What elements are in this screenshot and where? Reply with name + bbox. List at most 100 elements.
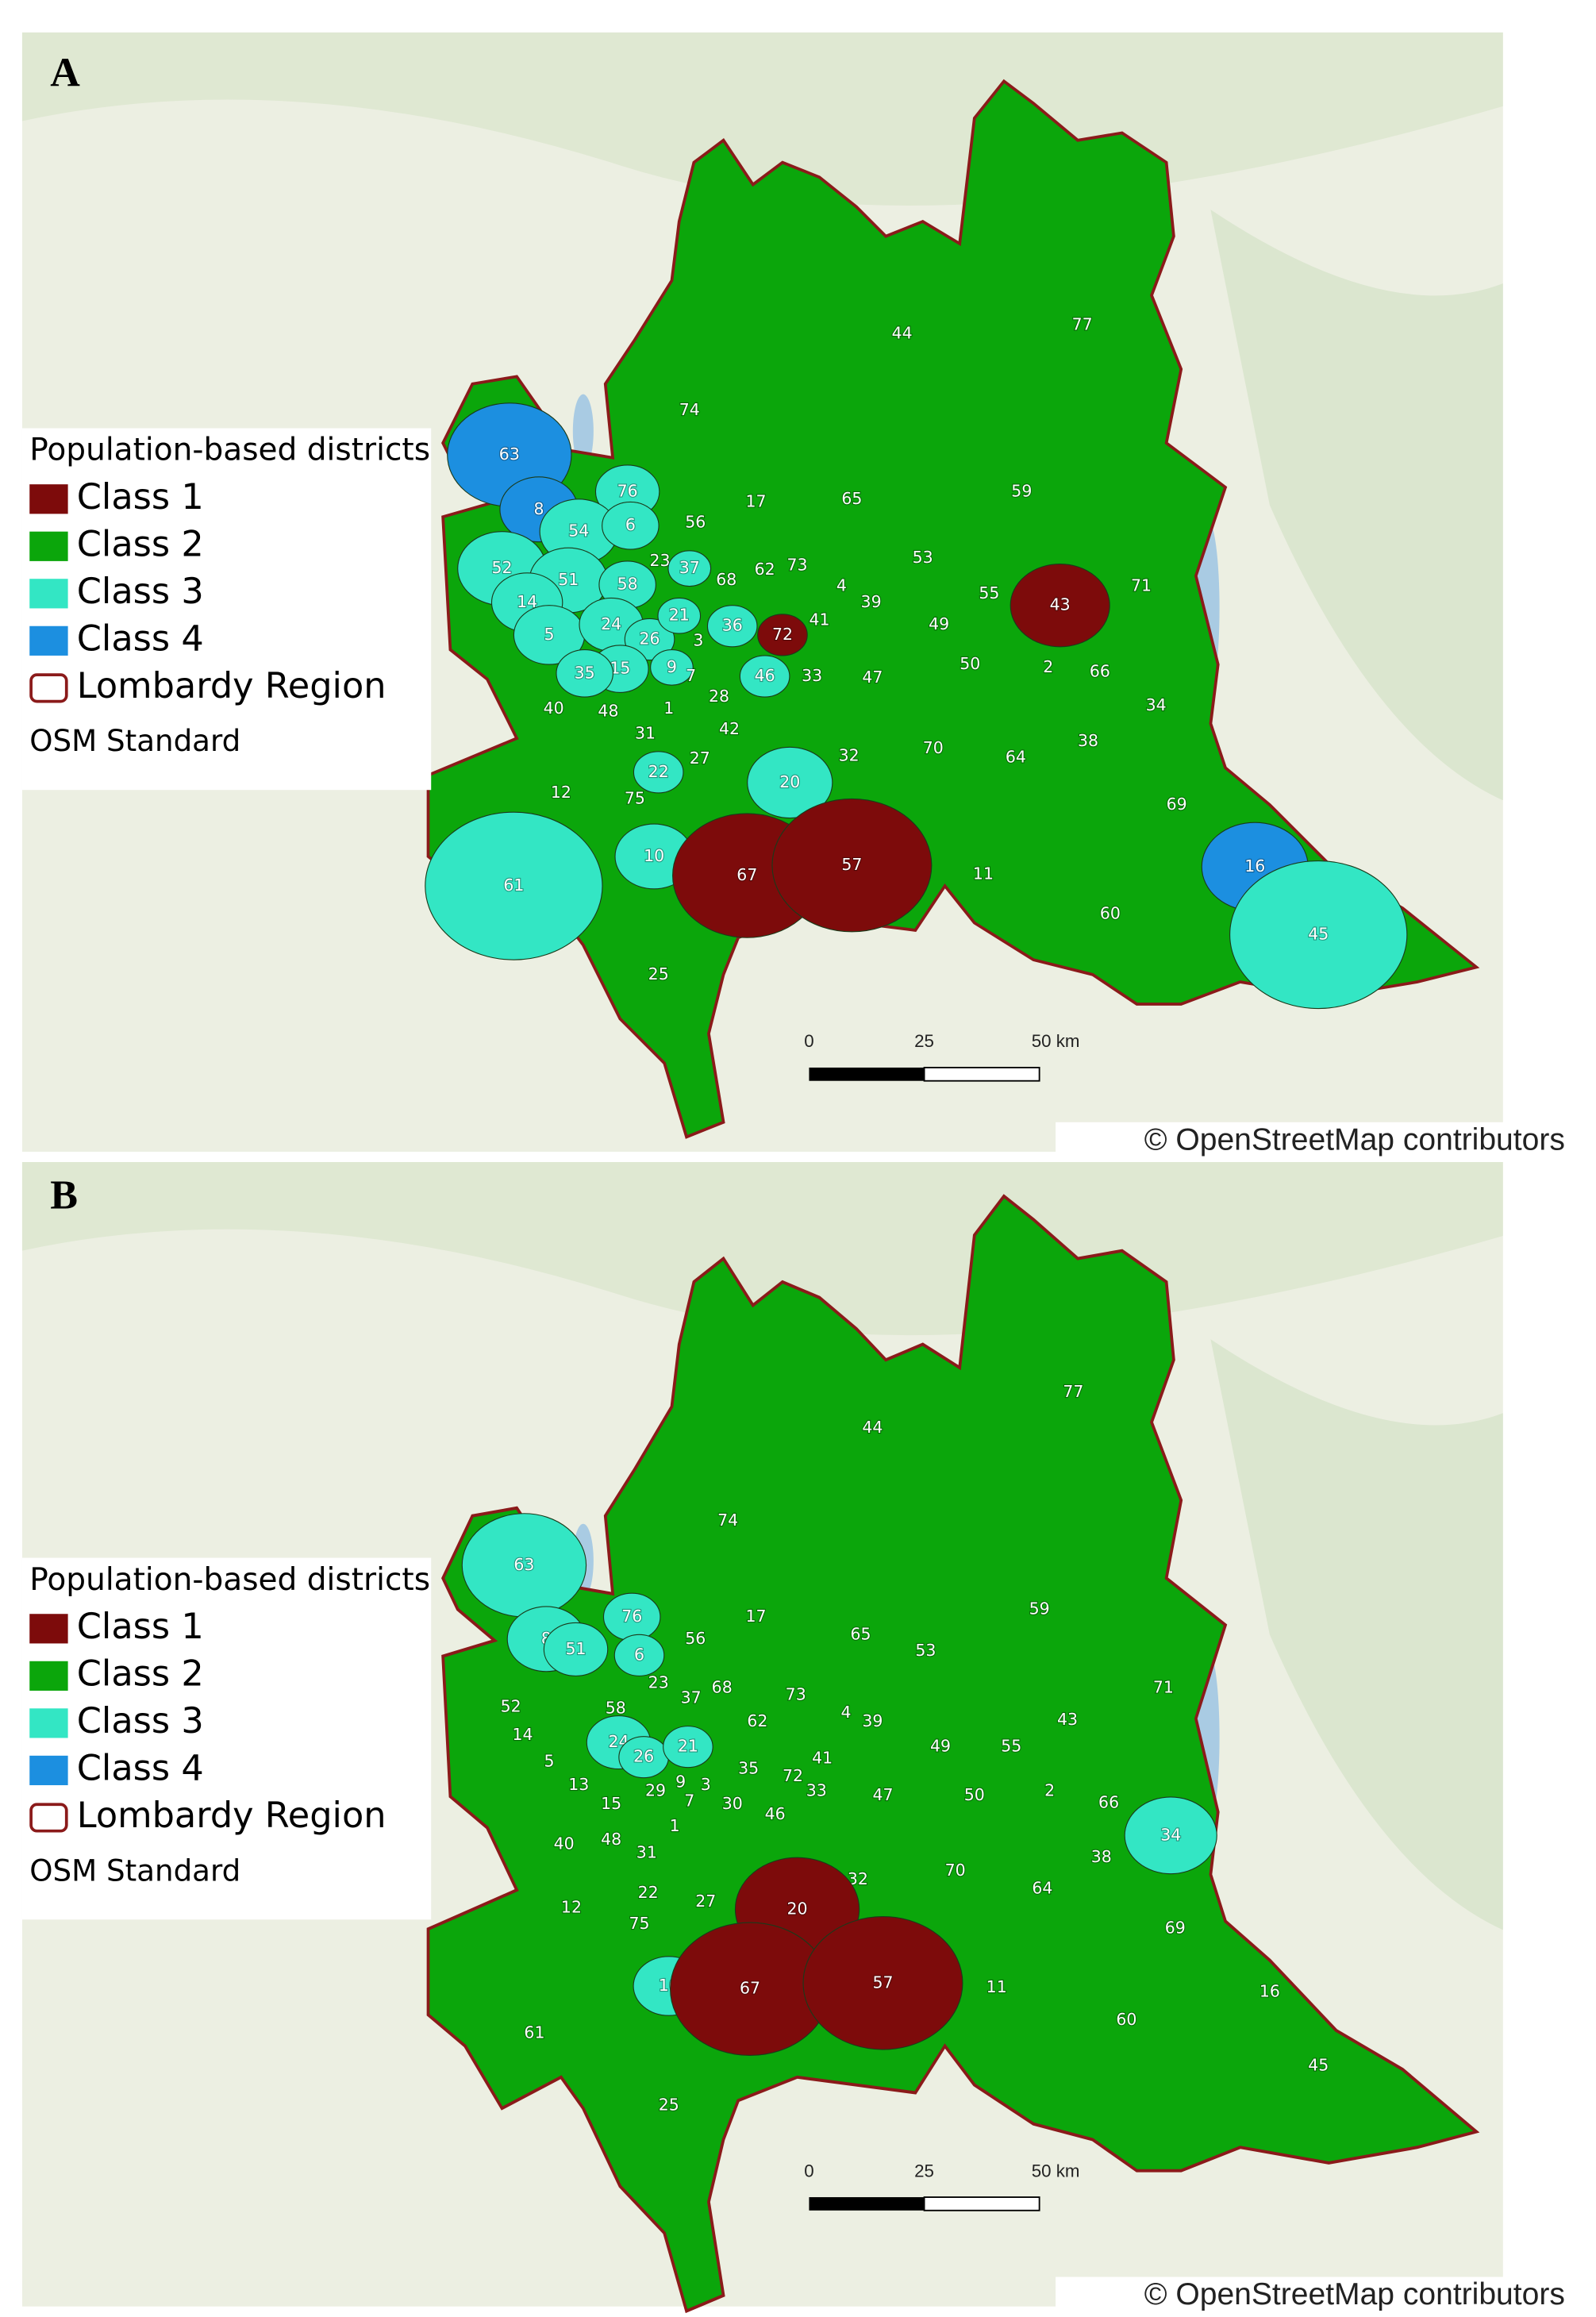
district-label: 17 bbox=[745, 491, 766, 510]
legend-item: Class 2 bbox=[77, 523, 204, 564]
district-label: 40 bbox=[544, 699, 564, 718]
district-label: 57 bbox=[872, 1973, 893, 1992]
district-label: 26 bbox=[640, 629, 660, 648]
district-label: 24 bbox=[601, 614, 621, 633]
legend-swatch bbox=[29, 673, 68, 703]
district-label: 49 bbox=[930, 1737, 951, 1756]
district-label: 49 bbox=[929, 614, 949, 633]
district bbox=[613, 1634, 665, 1676]
district-label: 60 bbox=[1116, 2010, 1136, 2029]
district-label: 51 bbox=[566, 1639, 586, 1658]
district-label: 64 bbox=[1032, 1878, 1052, 1897]
district-label: 29 bbox=[645, 1780, 666, 1799]
district-label: 55 bbox=[979, 583, 999, 602]
attribution-bg bbox=[1056, 1122, 1573, 1161]
district-label: 22 bbox=[648, 762, 669, 781]
district-label: 32 bbox=[839, 745, 860, 764]
district-label: 76 bbox=[621, 1607, 642, 1626]
district-label: 26 bbox=[633, 1747, 654, 1766]
district-label: 32 bbox=[848, 1869, 868, 1888]
district-label: 30 bbox=[722, 1794, 743, 1813]
district-label: 48 bbox=[598, 702, 618, 721]
district-label: 76 bbox=[617, 481, 638, 500]
district-label: 9 bbox=[675, 1772, 686, 1791]
scale-bar bbox=[923, 1067, 1040, 1082]
district-label: 66 bbox=[1090, 661, 1110, 680]
district-label: 72 bbox=[772, 625, 793, 644]
legend-swatch bbox=[29, 484, 68, 514]
district bbox=[802, 1916, 963, 2050]
district-label: 7 bbox=[684, 1791, 694, 1810]
district-label: 17 bbox=[745, 1607, 766, 1626]
district-label: 1 bbox=[670, 1816, 680, 1835]
district-label: 53 bbox=[915, 1641, 936, 1660]
district-label: 12 bbox=[561, 1897, 582, 1916]
district-label: 11 bbox=[986, 1977, 1007, 1996]
legend-swatch bbox=[29, 579, 68, 609]
district-label: 62 bbox=[755, 560, 775, 579]
district-label: 52 bbox=[492, 558, 513, 577]
district-label: 23 bbox=[650, 551, 671, 570]
district-label: 72 bbox=[783, 1766, 803, 1785]
legend-item: Class 4 bbox=[77, 618, 204, 659]
legend-basemap: OSM Standard bbox=[29, 723, 240, 758]
district-label: 73 bbox=[786, 1685, 806, 1704]
scale-bar bbox=[809, 2197, 925, 2211]
map-panel: B638517665617655359715214582368377362439… bbox=[21, 1162, 1573, 2315]
district bbox=[757, 614, 808, 656]
district-label: 5 bbox=[544, 1751, 555, 1770]
panel-label: A bbox=[50, 51, 80, 96]
district-label: 4 bbox=[836, 576, 847, 595]
district bbox=[556, 649, 613, 698]
district-label: 12 bbox=[551, 783, 571, 802]
district-label: 23 bbox=[648, 1673, 669, 1692]
district-label: 39 bbox=[861, 592, 882, 611]
district bbox=[1124, 1796, 1217, 1875]
legend-item: Class 3 bbox=[77, 1700, 204, 1742]
district-label: 77 bbox=[1063, 1382, 1083, 1401]
district-label: 52 bbox=[501, 1696, 521, 1715]
district-label: 61 bbox=[503, 876, 524, 895]
district-label: 28 bbox=[709, 687, 729, 706]
district-label: 62 bbox=[747, 1711, 767, 1730]
district-label: 13 bbox=[568, 1775, 589, 1794]
district bbox=[706, 605, 758, 648]
panel-label: B bbox=[50, 1172, 78, 1218]
legend-swatch bbox=[29, 1708, 68, 1738]
legend-box bbox=[21, 1557, 432, 1920]
district-label: 48 bbox=[601, 1830, 621, 1849]
legend-swatch bbox=[29, 1614, 68, 1644]
district-label: 3 bbox=[701, 1775, 711, 1794]
district-label: 10 bbox=[644, 846, 664, 865]
scale-bar bbox=[809, 1067, 925, 1081]
district-label: 59 bbox=[1029, 1599, 1050, 1618]
district-label: 64 bbox=[1006, 747, 1026, 766]
legend-title: Population-based districts bbox=[29, 1562, 430, 1598]
district-label: 59 bbox=[1011, 481, 1032, 500]
district-label: 43 bbox=[1050, 595, 1071, 614]
district-label: 56 bbox=[685, 1629, 706, 1648]
legend-swatch bbox=[29, 1661, 68, 1691]
district-label: 14 bbox=[513, 1725, 533, 1744]
district-label: 66 bbox=[1098, 1792, 1119, 1811]
attribution: © OpenStreetMap contributors bbox=[1144, 2277, 1565, 2311]
district-label: 27 bbox=[690, 749, 710, 768]
district bbox=[771, 798, 933, 933]
district-label: 67 bbox=[740, 1979, 760, 1998]
district-label: 11 bbox=[973, 864, 994, 883]
district bbox=[739, 655, 790, 698]
district-label: 31 bbox=[636, 1843, 657, 1862]
district-label: 2 bbox=[1043, 657, 1053, 676]
district-label: 21 bbox=[669, 606, 690, 625]
district bbox=[747, 746, 833, 819]
district-label: 68 bbox=[712, 1677, 733, 1696]
district-label: 45 bbox=[1308, 925, 1329, 944]
district-label: 63 bbox=[499, 445, 520, 464]
district bbox=[543, 1622, 609, 1676]
attribution-bg bbox=[1056, 2277, 1573, 2315]
district-label: 24 bbox=[608, 1732, 629, 1751]
district-label: 37 bbox=[679, 558, 700, 577]
district-label: 16 bbox=[1259, 1981, 1280, 2000]
